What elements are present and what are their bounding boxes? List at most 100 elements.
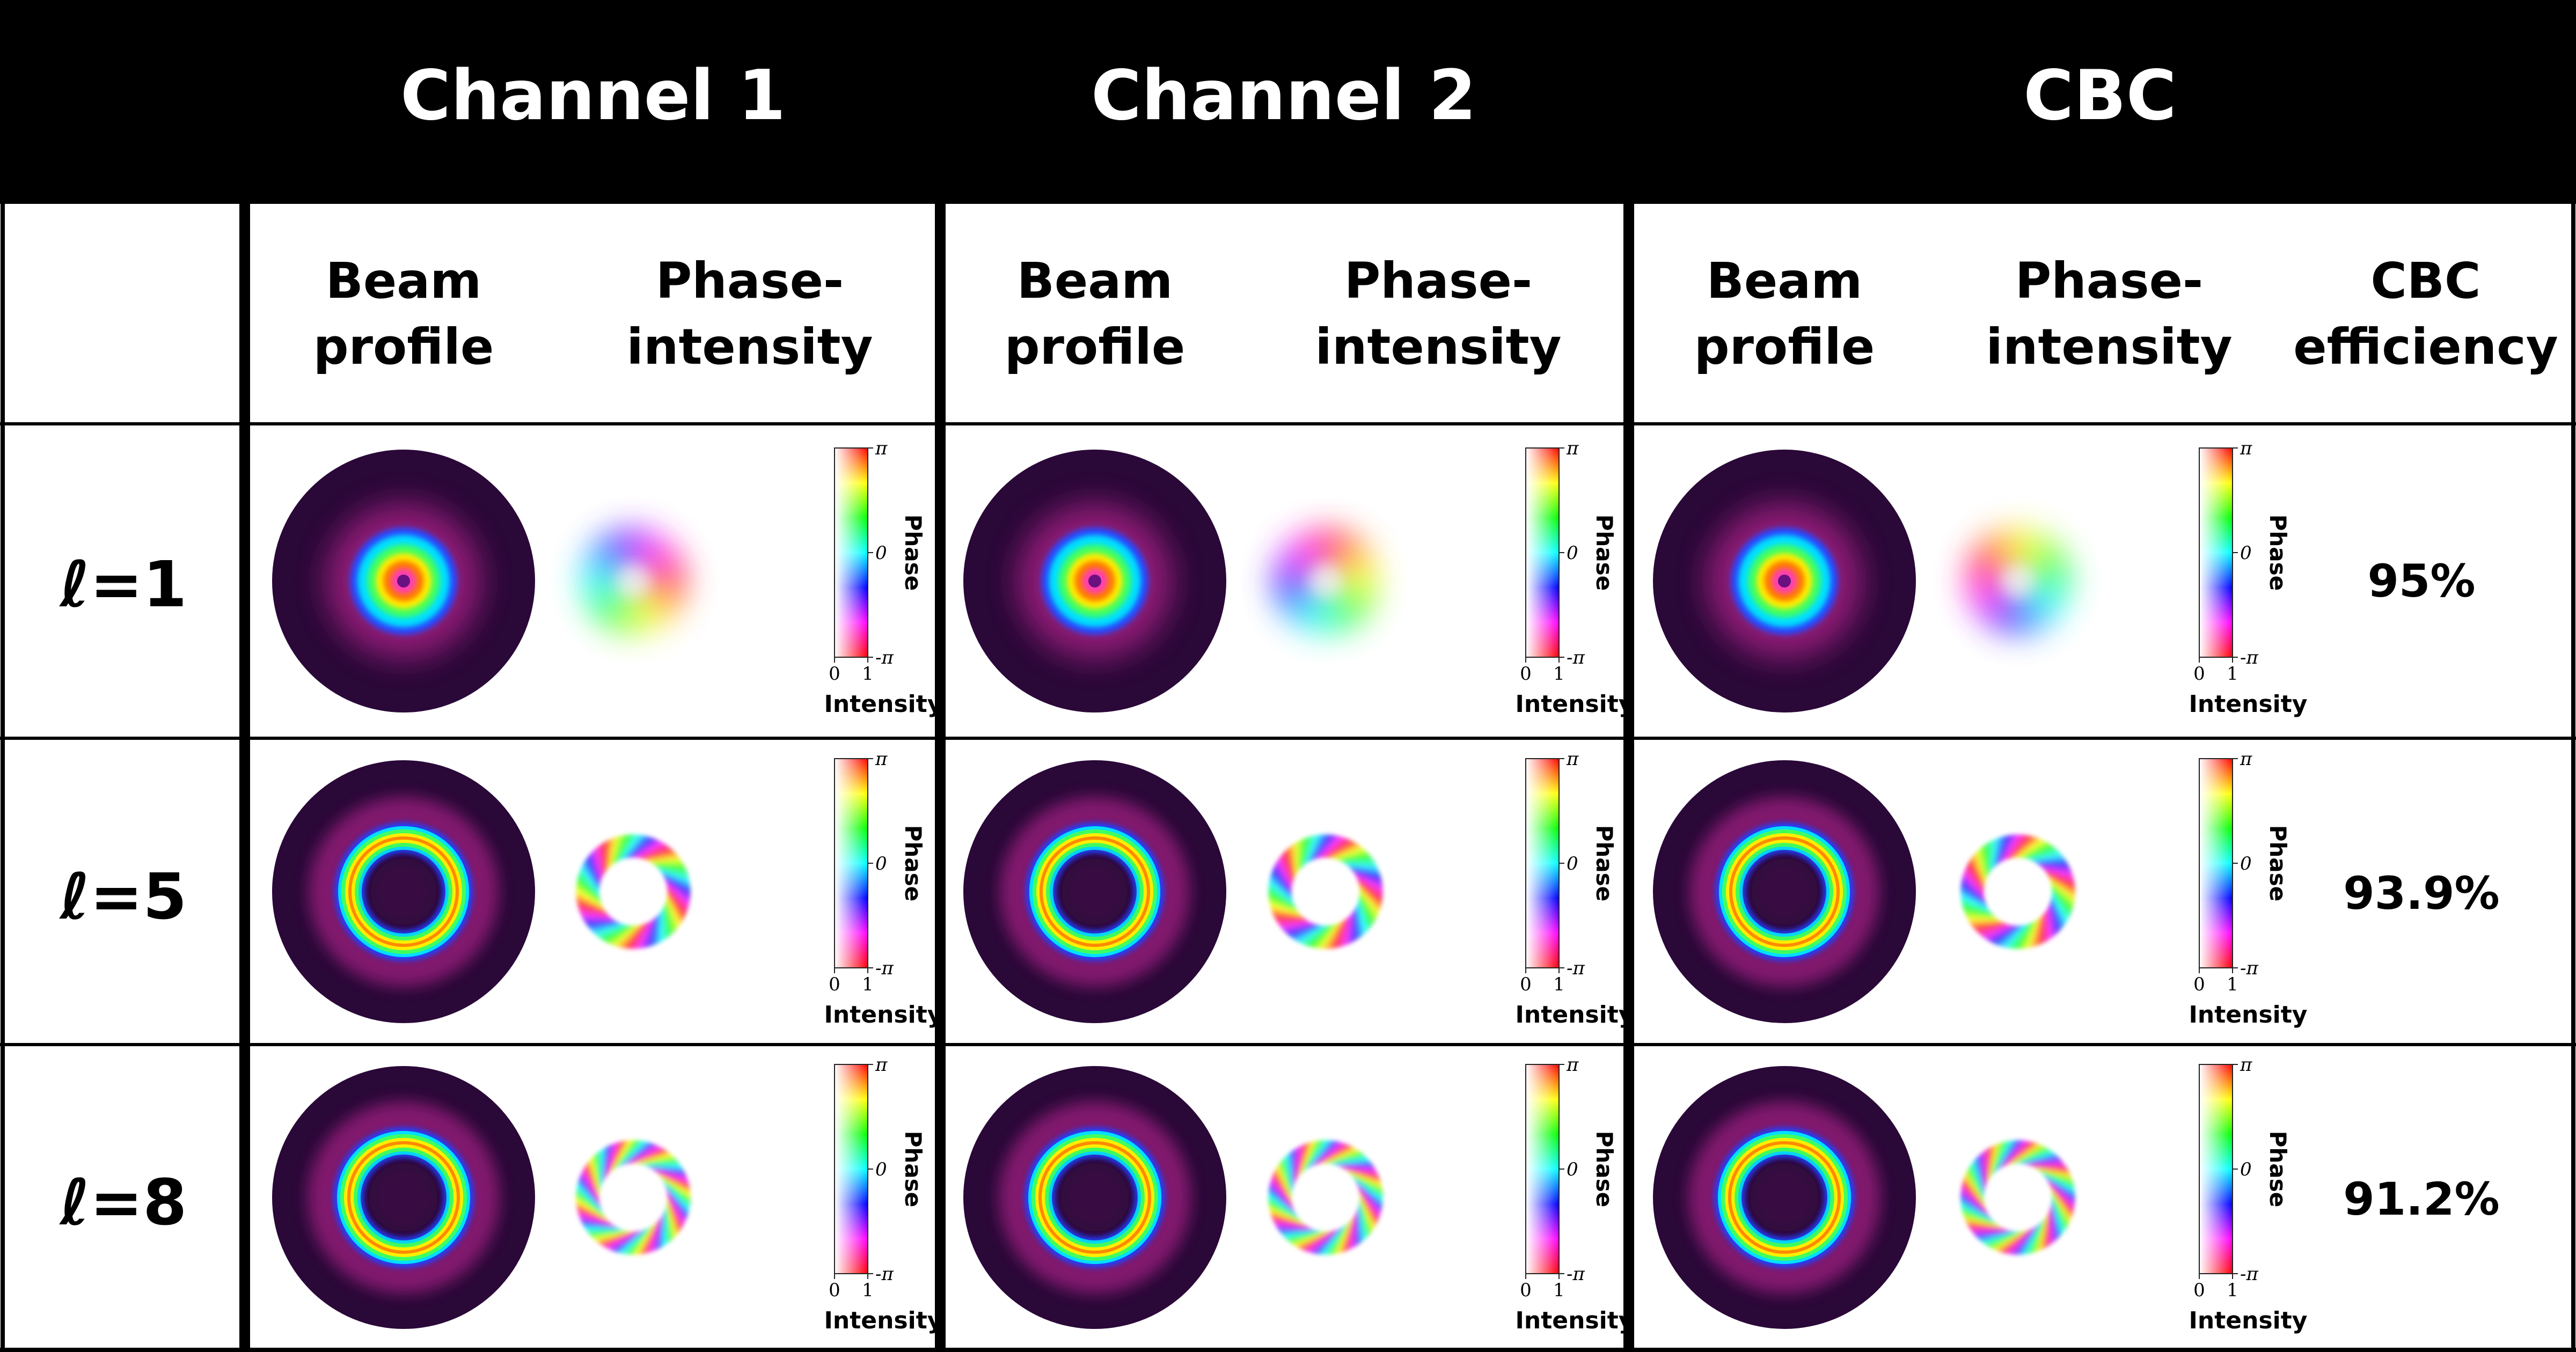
colorbar-phase-tick-label: -π xyxy=(2240,1263,2258,1285)
subheader-phase-intensity-cbc: Phase- xyxy=(2015,252,2203,310)
phase-wedge xyxy=(588,851,602,886)
phase-wedge xyxy=(1283,848,1294,883)
phase-wedge xyxy=(1980,1150,1986,1192)
beam-profile-r0-c1 xyxy=(963,450,1226,712)
phase-wedge xyxy=(663,1183,690,1218)
phase-wedge xyxy=(1992,836,2002,871)
phase-wedge xyxy=(575,887,605,908)
phase-wedge xyxy=(614,834,633,865)
phase-wedge xyxy=(1271,912,1307,919)
phase-wedge xyxy=(2038,910,2045,946)
colorbar-intensity-min: 0 xyxy=(829,663,840,685)
phase-wedge xyxy=(2001,1140,2033,1169)
phase-wedge xyxy=(1311,834,1335,862)
subheader-phase-intensity-ch2-line2: intensity xyxy=(1315,318,1561,376)
phase-wedge xyxy=(1351,908,1356,944)
phase-wedge xyxy=(1275,1226,1317,1231)
colorbar-phase-label: Phase xyxy=(2265,1131,2291,1208)
phase-wedge xyxy=(1340,857,1375,863)
colorbar-phase-label: Phase xyxy=(2265,825,2291,902)
beam-profile-r1-c2 xyxy=(1653,760,1916,1023)
phase-wedge xyxy=(2023,1160,2066,1166)
phase-wedge xyxy=(1985,924,2018,943)
phase-wedge xyxy=(1273,1168,1294,1206)
phase-wedge xyxy=(2015,839,2046,859)
phase-wedge xyxy=(614,923,642,948)
phase-wedge xyxy=(2024,917,2039,950)
phase-wedge xyxy=(665,897,679,932)
phase-wedge xyxy=(592,1230,633,1242)
phase-wedge xyxy=(1354,1181,1383,1213)
phase-wedge xyxy=(2051,894,2066,928)
phase-wedge xyxy=(595,1230,636,1245)
phase-wedge xyxy=(1977,923,2012,937)
phase-wedge xyxy=(592,1152,601,1195)
colorbar-r2-c2: π 0 -π Phase 0 1 Intensity xyxy=(2189,1054,2308,1334)
phase-wedge xyxy=(1960,887,1989,908)
phase-wedge xyxy=(2045,872,2076,891)
phase-wedge xyxy=(601,924,633,943)
colorbar-intensity-label: Intensity xyxy=(2189,690,2308,718)
phase-wedge xyxy=(575,898,608,913)
phase-wedge xyxy=(2050,1203,2055,1245)
phase-wedge xyxy=(580,863,601,895)
phase-wedge xyxy=(1288,1150,1294,1192)
phase-wedge xyxy=(2051,1194,2066,1236)
phase-wedge xyxy=(1357,1186,1380,1223)
colorbar-intensity-min: 0 xyxy=(2193,1280,2205,1301)
phase-wedge xyxy=(1989,924,2021,945)
header-channel-1: Channel 1 xyxy=(400,56,786,136)
phase-wedge xyxy=(1270,907,1305,917)
beam-center xyxy=(370,858,437,925)
phase-wedge xyxy=(2039,866,2074,876)
phase-wedge xyxy=(1291,842,1297,878)
phase-wedge xyxy=(1994,924,2024,947)
colorbar-phase-label: Phase xyxy=(2265,515,2291,591)
colorbar-intensity-label: Intensity xyxy=(824,690,943,718)
colorbar-intensity-fade xyxy=(2199,1064,2233,1274)
phase-wedge xyxy=(1987,839,1993,875)
phase-wedge xyxy=(1985,1147,1989,1189)
phase-wedge xyxy=(1358,1194,1373,1236)
phase-wedges xyxy=(1268,834,1384,950)
phase-wedge xyxy=(1974,923,2009,934)
phase-center-fade xyxy=(2002,565,2034,597)
phase-wedge xyxy=(654,866,689,876)
phase-wedge xyxy=(610,924,639,947)
phase-wedge xyxy=(1357,1189,1378,1227)
phase-wedge xyxy=(1970,1159,1985,1201)
phase-wedge xyxy=(1268,883,1296,906)
phase-wedge xyxy=(2001,834,2022,863)
phase-wedge xyxy=(2029,915,2041,949)
phase-wedge xyxy=(1310,1226,1342,1255)
phase-wedge xyxy=(2021,843,2054,859)
phase-wedge xyxy=(1346,910,1353,946)
beam-halo xyxy=(308,1101,500,1294)
phase-wedge xyxy=(662,1181,691,1213)
phase-wedge xyxy=(1295,839,1300,875)
phase-wedge xyxy=(1314,1143,1351,1166)
phase-wedge xyxy=(1305,1228,1340,1254)
phase-wedge xyxy=(600,1147,605,1189)
phase-wedge xyxy=(618,1226,650,1255)
row-labels: ℓ=1 ℓ=5 ℓ=8 95% 93.9% 91.2% xyxy=(59,547,2500,1239)
phase-wedge xyxy=(576,877,602,903)
phase-wedge xyxy=(1281,1156,1293,1197)
phase-wedge xyxy=(599,1230,639,1248)
phase-wedge xyxy=(1334,849,1370,861)
phase-wedge xyxy=(645,853,680,862)
phase-wedge xyxy=(589,1156,601,1197)
row-label-l5: ℓ=5 xyxy=(59,859,187,934)
phase-wedge xyxy=(1358,894,1374,928)
phase-wedge xyxy=(1975,848,1987,883)
phase-wedges xyxy=(1268,1140,1384,1255)
phase-wedge xyxy=(1358,1200,1367,1243)
phase-wedge xyxy=(2003,1141,2038,1167)
phase-wedge xyxy=(666,1192,684,1231)
phase-wedge xyxy=(597,924,631,940)
phase-edge-fade xyxy=(1248,1120,1403,1275)
phase-wedge xyxy=(1292,1230,1331,1248)
phase-wedge xyxy=(2050,883,2074,911)
phase-wedge xyxy=(1331,846,1366,860)
phase-wedge xyxy=(1967,1226,2009,1231)
